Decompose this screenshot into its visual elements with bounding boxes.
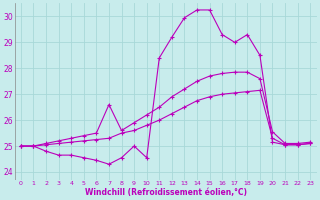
X-axis label: Windchill (Refroidissement éolien,°C): Windchill (Refroidissement éolien,°C) xyxy=(84,188,247,197)
